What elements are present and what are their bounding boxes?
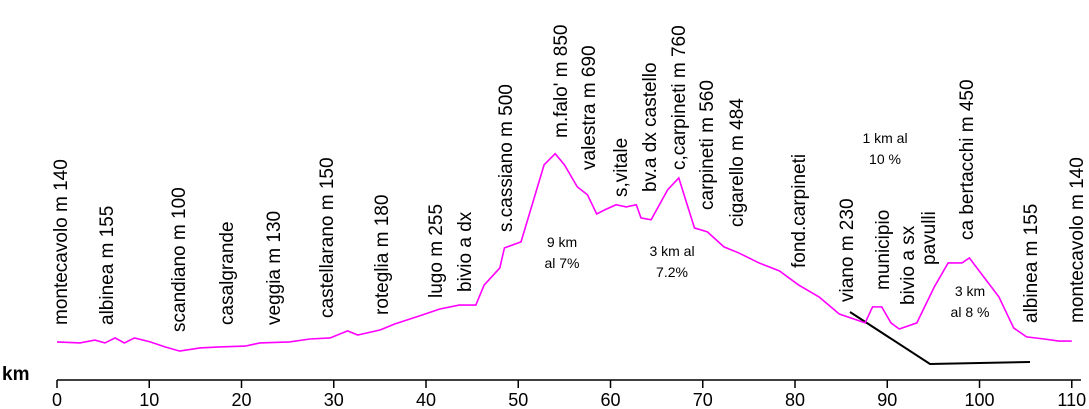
gradient-note: 7.2% bbox=[656, 264, 688, 280]
x-tick-label: 60 bbox=[600, 390, 620, 409]
road-line bbox=[849, 311, 1031, 366]
stop-label: c,carpineti m 760 bbox=[669, 25, 690, 170]
x-tick-label: 110 bbox=[1057, 390, 1086, 409]
elevation-line bbox=[56, 152, 1072, 352]
stop-label: montecavolo m 140 bbox=[1067, 157, 1088, 323]
x-tick-label: 40 bbox=[416, 390, 436, 409]
stop-label: ca bertacchi m 450 bbox=[957, 79, 978, 240]
stop-label: albinea m 155 bbox=[1021, 204, 1042, 323]
stop-label: roteglia m 180 bbox=[372, 195, 393, 315]
x-tick-label: 30 bbox=[324, 390, 344, 409]
x-tick-label: 20 bbox=[231, 390, 251, 409]
stop-label: bv.a dx castello bbox=[640, 62, 661, 192]
stop-label: s.cassiano m 500 bbox=[496, 84, 517, 232]
stop-label: valestra m 690 bbox=[579, 45, 600, 170]
stop-label: veggia m 130 bbox=[264, 211, 285, 325]
stop-label: municipio bbox=[873, 210, 894, 290]
stop-label: cigarello m 484 bbox=[727, 98, 748, 227]
stop-label: viano m 230 bbox=[837, 198, 858, 302]
stop-label: bivio a sx bbox=[898, 225, 919, 305]
x-tick-label: 50 bbox=[508, 390, 528, 409]
stop-label: s,vitale bbox=[611, 138, 632, 197]
x-tick-label: 10 bbox=[139, 390, 159, 409]
x-tick-label: 80 bbox=[785, 390, 805, 409]
stop-label: bivio a dx bbox=[455, 211, 476, 292]
gradient-note: 9 km bbox=[547, 234, 577, 250]
stop-label: m.falo' m 850 bbox=[551, 25, 572, 138]
stop-label: fond.carpineti bbox=[789, 154, 810, 268]
gradient-note: al 8 % bbox=[951, 304, 990, 320]
gradient-note: 3 km bbox=[955, 283, 985, 299]
x-tick-label: 0 bbox=[52, 390, 62, 409]
stop-label: albinea m 155 bbox=[97, 206, 118, 325]
stop-label: montecavolo m 140 bbox=[51, 159, 72, 325]
x-tick-label: 70 bbox=[693, 390, 713, 409]
stop-label: lugo m 255 bbox=[426, 204, 447, 298]
x-tick-label: 100 bbox=[964, 390, 994, 409]
gradient-note: 3 km al bbox=[649, 243, 694, 259]
stop-label: carpineti m 560 bbox=[697, 80, 718, 210]
gradient-note: 10 % bbox=[869, 151, 901, 167]
stop-label: pavulli bbox=[919, 211, 940, 265]
stop-label: scandiano m 100 bbox=[169, 187, 190, 332]
gradient-note: 1 km al bbox=[862, 130, 907, 146]
stop-label: casalgrande bbox=[217, 221, 238, 325]
x-tick-label: 90 bbox=[877, 390, 897, 409]
x-axis-label: km bbox=[2, 364, 29, 385]
gradient-note: al 7% bbox=[544, 255, 579, 271]
stop-label: castellarano m 150 bbox=[317, 157, 338, 318]
